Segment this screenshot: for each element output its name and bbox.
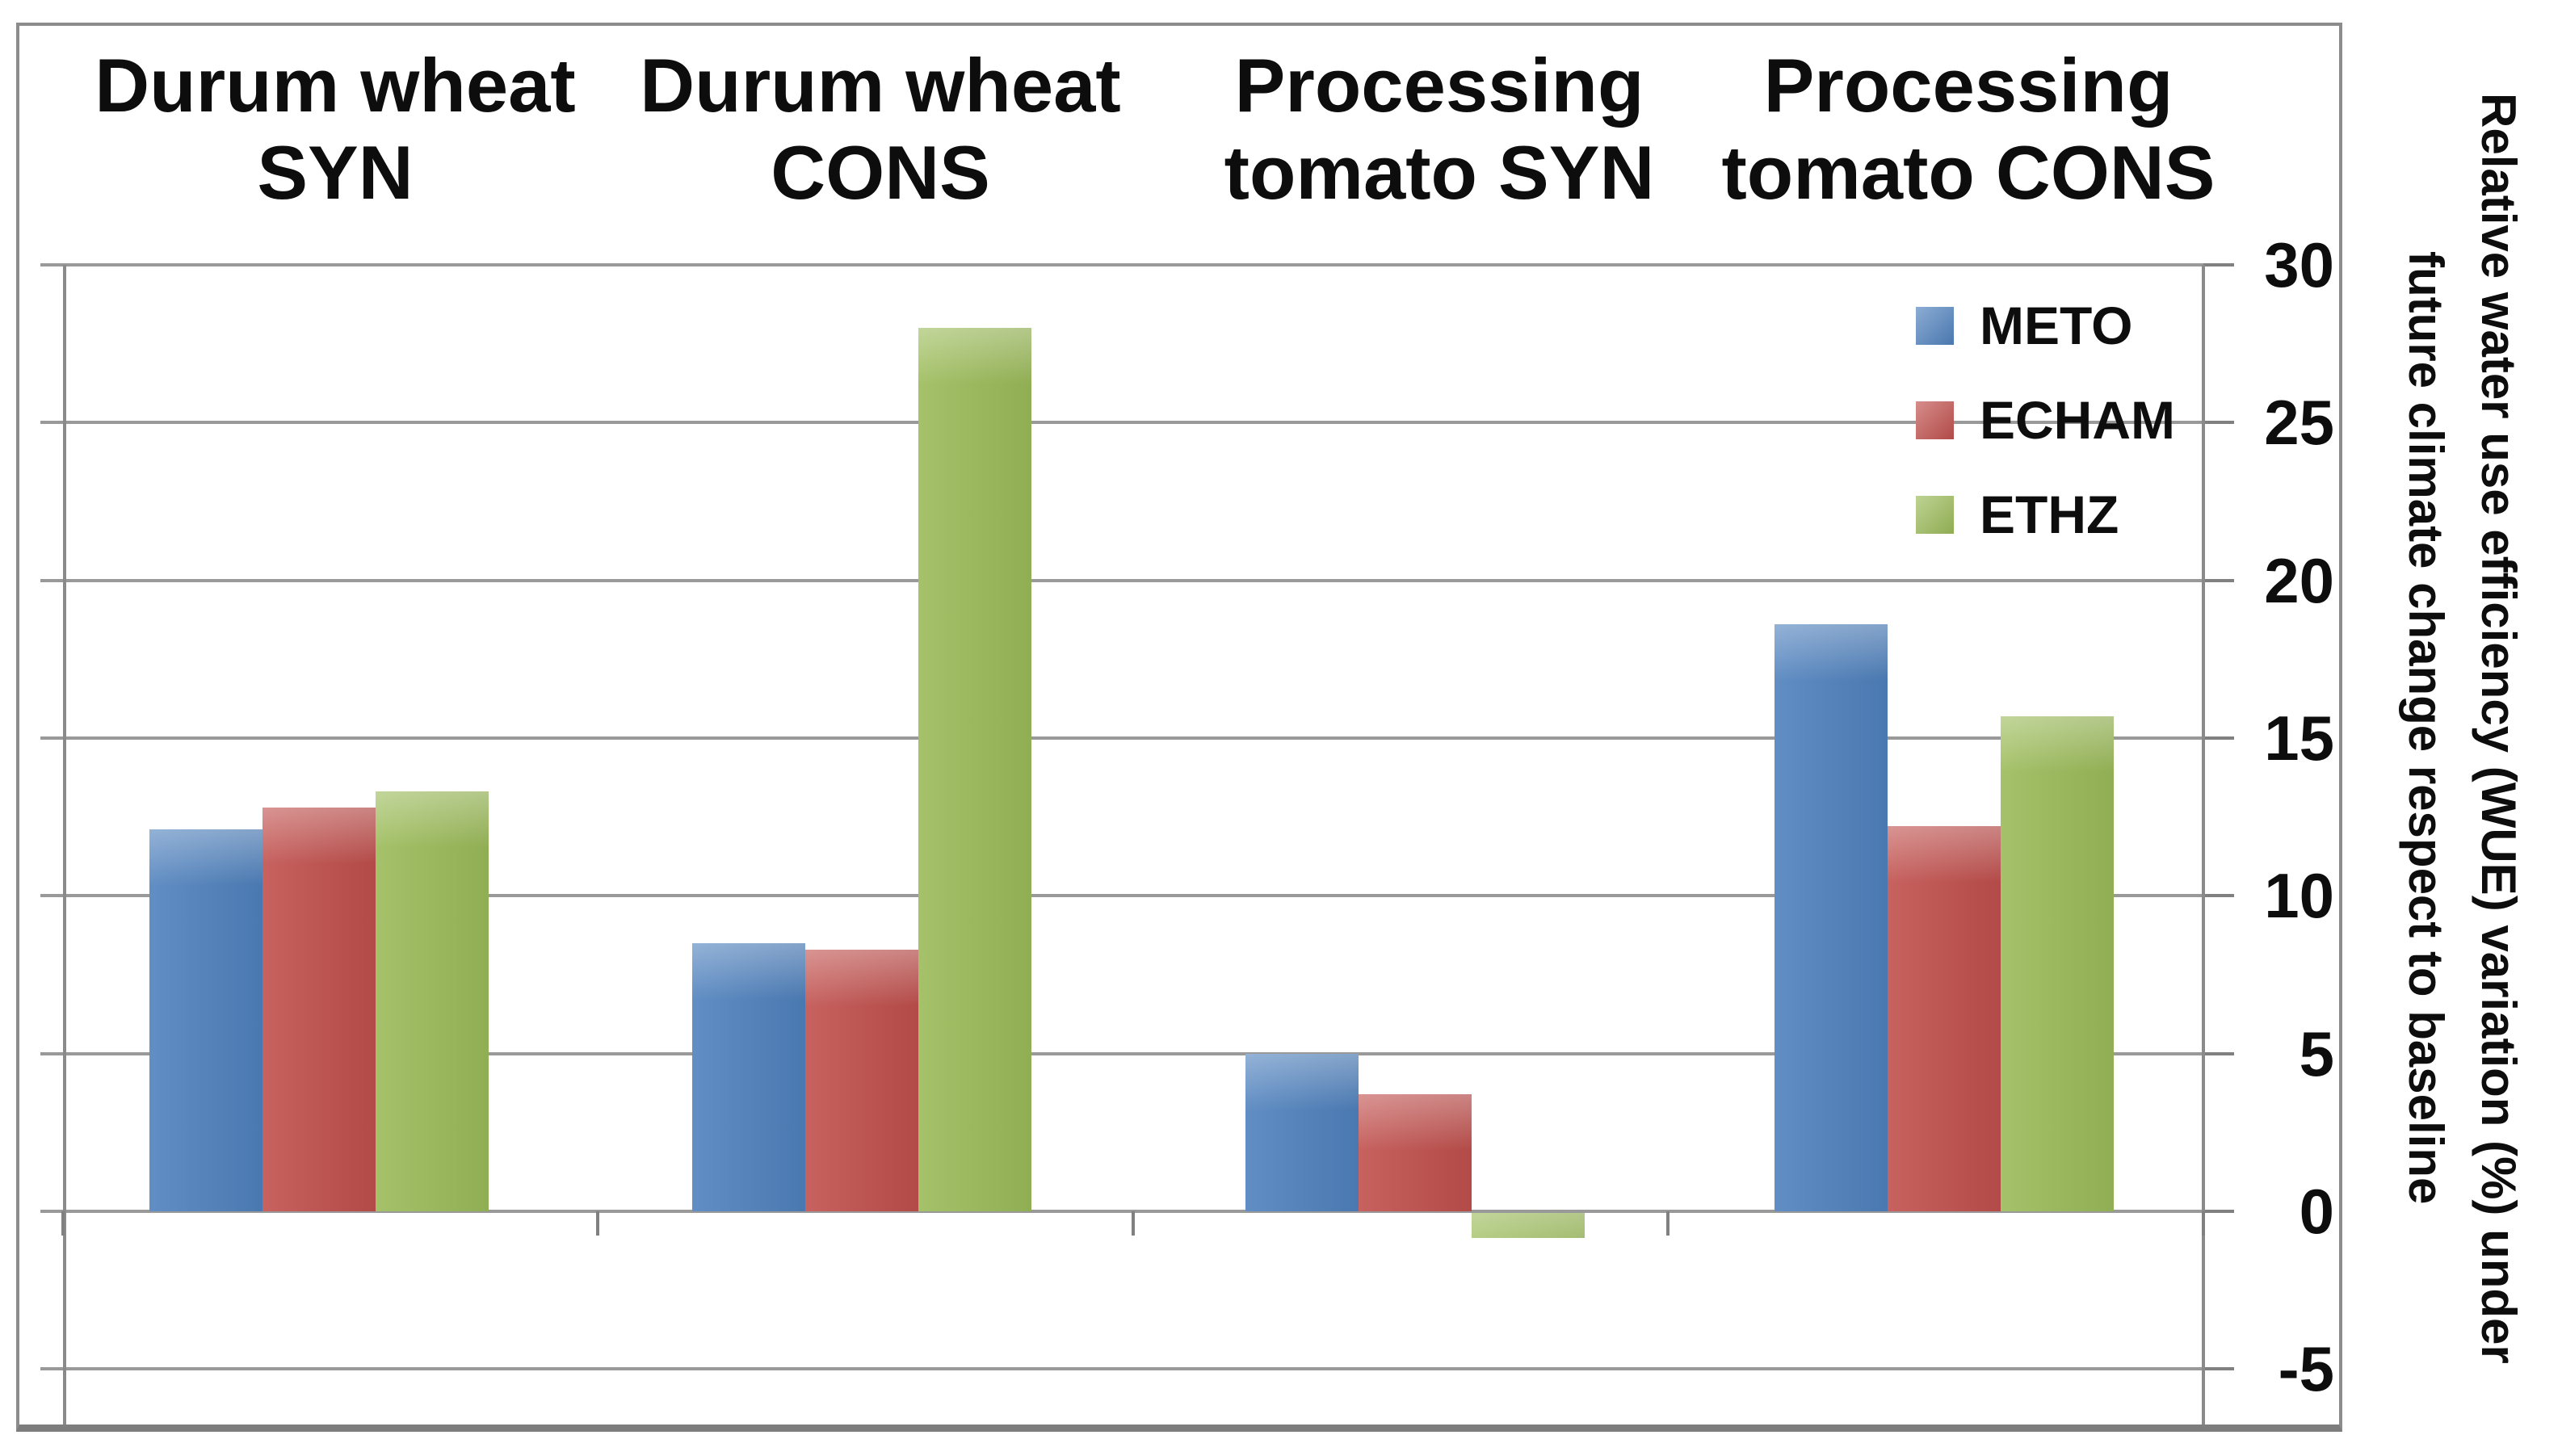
legend-swatch-ECHAM xyxy=(1916,401,1954,439)
gridline-20 xyxy=(40,579,2203,582)
bar-METO-Durum-wheat-CONS xyxy=(692,943,805,1211)
gridline--5 xyxy=(40,1367,2203,1370)
x-axis-tick-1 xyxy=(596,1211,599,1236)
bar-ECHAM-Processing-tomato-SYN xyxy=(1359,1094,1472,1211)
legend-swatch-ETHZ xyxy=(1916,495,1954,534)
category-label-3-line-2: tomato CONS xyxy=(1721,130,2216,215)
gridline-25 xyxy=(40,421,2203,424)
y-axis-tick-30 xyxy=(2203,263,2234,266)
category-label-0: Durum wheat SYN xyxy=(0,42,699,216)
legend-label-METO: METO xyxy=(1980,296,2133,355)
y-axis-tick-15 xyxy=(2203,736,2234,740)
y-tick-label-20: 20 xyxy=(2264,545,2334,616)
bar-ECHAM-Durum-wheat-CONS xyxy=(805,950,918,1211)
category-label-0-line-2: SYN xyxy=(257,130,414,215)
y-tick-label-30: 30 xyxy=(2264,229,2334,300)
legend-label-ETHZ: ETHZ xyxy=(1980,485,2119,544)
y-tick-label-0: 0 xyxy=(2299,1176,2334,1247)
gridline-10 xyxy=(40,894,2203,897)
legend-item-METO: METO xyxy=(1916,288,2175,363)
gridline-5 xyxy=(40,1052,2203,1055)
category-label-2-line-1: Processing xyxy=(1234,43,1644,128)
y-tick-label-15: 15 xyxy=(2264,703,2334,774)
bar-ECHAM-Processing-tomato-CONS xyxy=(1888,826,2001,1211)
legend-item-ETHZ: ETHZ xyxy=(1916,477,2175,552)
category-label-0-line-1: Durum wheat xyxy=(94,43,576,128)
y-tick-label--5: -5 xyxy=(2278,1333,2334,1404)
plot-left-border xyxy=(63,265,66,1425)
y-axis-title-line-2: future climate change respect to baselin… xyxy=(2399,251,2453,1205)
y-axis-tick-5 xyxy=(2203,1052,2234,1055)
x-axis-tick-0 xyxy=(61,1211,65,1236)
x-axis-tick-2 xyxy=(1132,1211,1135,1236)
legend-item-ECHAM: ECHAM xyxy=(1916,383,2175,457)
y-tick-label-10: 10 xyxy=(2264,860,2334,931)
chart-border xyxy=(16,23,2342,1432)
gridline-0 xyxy=(40,1210,2203,1213)
x-axis-tick-3 xyxy=(1666,1211,1670,1236)
bar-METO-Processing-tomato-CONS xyxy=(1774,624,1888,1211)
bar-METO-Durum-wheat-SYN xyxy=(149,829,262,1211)
bar-ECHAM-Durum-wheat-SYN xyxy=(262,808,376,1211)
legend-swatch-METO xyxy=(1916,306,1954,345)
y-axis-tick-0 xyxy=(2203,1210,2234,1213)
category-label-1-line-2: CONS xyxy=(771,130,990,215)
y-tick-label-5: 5 xyxy=(2299,1018,2334,1089)
legend-label-ECHAM: ECHAM xyxy=(1980,390,2175,450)
y-axis-tick-25 xyxy=(2203,421,2234,424)
y-axis-title-line-1: Relative water use efficiency (WUE) vari… xyxy=(2472,92,2526,1364)
bar-ETHZ-Processing-tomato-SYN xyxy=(1472,1213,1585,1238)
category-label-3-line-1: Processing xyxy=(1763,43,2174,128)
plot-right-border xyxy=(2202,265,2205,1425)
bar-ETHZ-Durum-wheat-CONS xyxy=(918,328,1031,1211)
category-label-1: Durum wheat CONS xyxy=(517,42,1244,216)
bar-ETHZ-Processing-tomato-CONS xyxy=(2001,716,2114,1211)
x-axis-tick-4 xyxy=(2202,1211,2205,1236)
y-axis-tick--5 xyxy=(2203,1367,2234,1370)
gridline-15 xyxy=(40,736,2203,740)
gridline-30 xyxy=(40,263,2203,266)
y-axis-tick-20 xyxy=(2203,579,2234,582)
category-label-2-line-2: tomato SYN xyxy=(1224,130,1655,215)
category-label-2: Processing tomato SYN xyxy=(1076,42,1803,216)
bar-METO-Processing-tomato-SYN xyxy=(1245,1054,1359,1211)
category-label-1-line-1: Durum wheat xyxy=(640,43,1121,128)
category-label-3: Processing tomato CONS xyxy=(1605,42,2332,216)
bar-ETHZ-Durum-wheat-SYN xyxy=(376,791,489,1211)
y-tick-label-25: 25 xyxy=(2264,387,2334,458)
legend: METO ECHAM ETHZ xyxy=(1916,288,2175,572)
y-axis-title: Relative water use efficiency (WUE) vari… xyxy=(2389,0,2535,1456)
y-axis-tick-10 xyxy=(2203,894,2234,897)
